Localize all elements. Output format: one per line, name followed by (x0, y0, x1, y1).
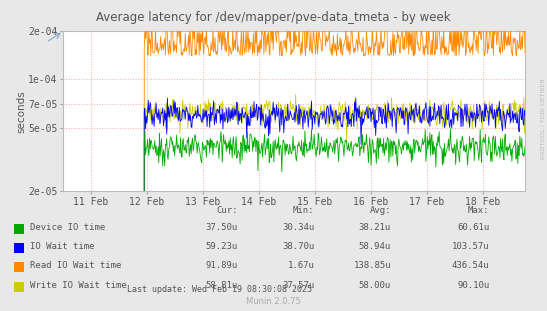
Text: 38.70u: 38.70u (282, 242, 315, 251)
Text: Avg:: Avg: (370, 206, 391, 215)
Text: Munin 2.0.75: Munin 2.0.75 (246, 297, 301, 306)
Text: 103.57u: 103.57u (452, 242, 490, 251)
Text: Min:: Min: (293, 206, 315, 215)
Text: 30.34u: 30.34u (282, 223, 315, 232)
Text: Last update: Wed Feb 19 08:30:08 2025: Last update: Wed Feb 19 08:30:08 2025 (127, 285, 312, 294)
Text: Cur:: Cur: (217, 206, 238, 215)
Text: 58.81u: 58.81u (206, 281, 238, 290)
Text: Device IO time: Device IO time (30, 223, 106, 232)
Text: 37.57u: 37.57u (282, 281, 315, 290)
Text: Average latency for /dev/mapper/pve-data_tmeta - by week: Average latency for /dev/mapper/pve-data… (96, 11, 451, 24)
Text: 58.00u: 58.00u (359, 281, 391, 290)
Text: IO Wait time: IO Wait time (30, 242, 95, 251)
Text: 138.85u: 138.85u (353, 261, 391, 270)
Y-axis label: seconds: seconds (16, 90, 27, 132)
Text: 60.61u: 60.61u (457, 223, 490, 232)
Text: RRDTOOL / TOBI OETIKER: RRDTOOL / TOBI OETIKER (540, 78, 545, 159)
Text: 38.21u: 38.21u (359, 223, 391, 232)
Text: 59.23u: 59.23u (206, 242, 238, 251)
Text: 90.10u: 90.10u (457, 281, 490, 290)
Text: 1.67u: 1.67u (288, 261, 315, 270)
Text: 37.50u: 37.50u (206, 223, 238, 232)
Text: 91.89u: 91.89u (206, 261, 238, 270)
Text: 436.54u: 436.54u (452, 261, 490, 270)
Text: Read IO Wait time: Read IO Wait time (30, 261, 121, 270)
Text: Write IO Wait time: Write IO Wait time (30, 281, 127, 290)
Text: Max:: Max: (468, 206, 490, 215)
Text: 58.94u: 58.94u (359, 242, 391, 251)
